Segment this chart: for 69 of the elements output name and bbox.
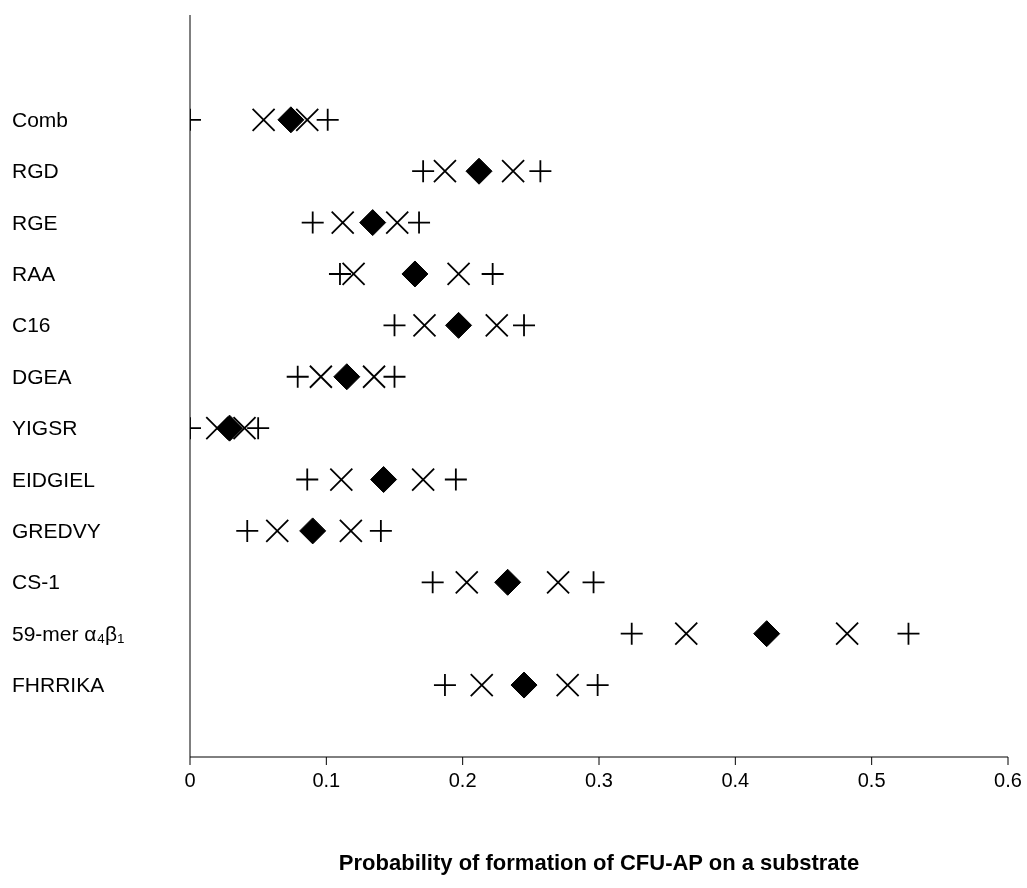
point bbox=[385, 210, 410, 235]
point bbox=[277, 106, 305, 134]
y-tick-label: YIGSR bbox=[12, 416, 78, 440]
point bbox=[586, 674, 609, 697]
point bbox=[265, 519, 290, 543]
point bbox=[465, 157, 493, 185]
point bbox=[295, 107, 320, 132]
x-axis-title: Probability of formation of CFU-AP on a substrate bbox=[338, 850, 860, 875]
x-tick-label: 0.5 bbox=[857, 769, 886, 792]
point bbox=[333, 363, 361, 391]
point bbox=[753, 620, 781, 648]
point bbox=[328, 262, 351, 285]
point bbox=[411, 467, 436, 492]
point bbox=[316, 108, 339, 131]
point bbox=[510, 671, 538, 699]
y-tick-label: RAA bbox=[12, 261, 56, 285]
point bbox=[359, 209, 387, 237]
point bbox=[330, 210, 355, 235]
point bbox=[494, 568, 522, 596]
point bbox=[286, 365, 309, 388]
point bbox=[501, 159, 526, 184]
point bbox=[329, 467, 354, 492]
x-tick-label: 0.1 bbox=[312, 769, 341, 792]
point bbox=[412, 160, 435, 183]
point bbox=[308, 364, 333, 389]
point bbox=[433, 159, 457, 184]
y-tick-label: 59-mer α₄β₁ bbox=[12, 621, 125, 645]
point bbox=[513, 314, 536, 337]
point bbox=[454, 570, 479, 595]
x-tick-label: 0 bbox=[184, 769, 196, 792]
point bbox=[555, 673, 580, 697]
point bbox=[412, 313, 437, 338]
y-tick-label: CS-1 bbox=[12, 570, 60, 594]
point bbox=[484, 313, 509, 338]
point bbox=[236, 519, 259, 542]
point bbox=[341, 262, 366, 286]
point bbox=[421, 571, 444, 594]
point bbox=[445, 311, 473, 339]
point bbox=[529, 160, 552, 183]
y-tick-label: DGEA bbox=[12, 364, 72, 388]
point bbox=[835, 621, 860, 646]
x-tick-label: 0.6 bbox=[994, 769, 1022, 792]
y-tick-label: C16 bbox=[12, 313, 51, 337]
point bbox=[251, 107, 276, 132]
point bbox=[469, 673, 494, 697]
y-tick-label: RGD bbox=[12, 159, 59, 183]
point bbox=[546, 570, 570, 595]
y-tick-label: FHRRIKA bbox=[12, 673, 105, 697]
y-tick-label: EIDGIEL bbox=[12, 467, 95, 491]
x-tick-label: 0.2 bbox=[448, 769, 477, 792]
point bbox=[247, 417, 270, 440]
point bbox=[433, 674, 456, 697]
x-tick-label: 0.3 bbox=[585, 769, 613, 792]
y-tick-label: Comb bbox=[12, 107, 69, 131]
y-tick-label: GREDVY bbox=[12, 518, 101, 542]
point bbox=[370, 466, 398, 494]
y-tick-label: RGE bbox=[12, 210, 58, 234]
x-tick-label: 0.4 bbox=[721, 769, 750, 792]
point bbox=[369, 519, 392, 542]
point bbox=[362, 364, 386, 389]
point bbox=[216, 414, 244, 442]
point bbox=[401, 260, 429, 288]
point bbox=[299, 517, 327, 545]
point bbox=[620, 622, 643, 645]
point bbox=[338, 519, 363, 543]
point bbox=[446, 262, 471, 286]
point bbox=[232, 416, 257, 441]
point bbox=[674, 621, 699, 646]
point bbox=[481, 262, 504, 285]
